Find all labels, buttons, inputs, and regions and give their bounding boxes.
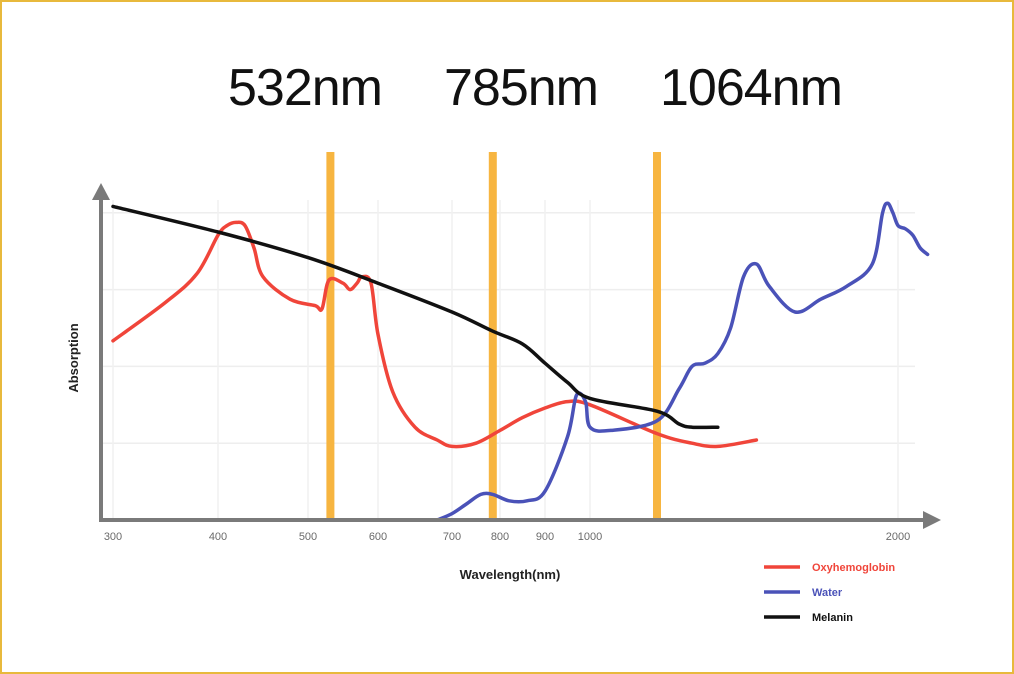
legend: Oxyhemoglobin Water Melanin (764, 562, 895, 624)
series-lines (111, 201, 930, 522)
x-tick-label-400: 400 (209, 531, 227, 543)
laser-line-785 (488, 152, 497, 520)
x-tick-label-500: 500 (299, 531, 317, 543)
series-line-melanin (111, 204, 720, 430)
x-tick-label-600: 600 (369, 531, 387, 543)
laser-line-532 (326, 152, 335, 520)
y-axis-title: Absorption (66, 323, 81, 392)
series-line-water (435, 201, 930, 522)
x-tick-label-700: 700 (443, 531, 461, 543)
x-tick-label-800: 800 (491, 531, 509, 543)
axes (92, 183, 941, 529)
x-tick-label-300: 300 (104, 531, 122, 543)
x-axis-title: Wavelength(nm) (460, 567, 561, 582)
x-tick-label-1000: 1000 (578, 531, 602, 543)
laser-label-1064: 1064nm (660, 59, 843, 117)
laser-label-785: 785nm (444, 59, 599, 117)
laser-line-1064 (653, 152, 661, 520)
grid (101, 200, 915, 520)
y-axis-arrow (92, 183, 110, 200)
x-tick-labels: 300 400 500 600 700 800 900 1000 2000 (104, 531, 910, 543)
x-axis-arrow (923, 511, 941, 529)
legend-label-water: Water (812, 587, 843, 599)
laser-label-532: 532nm (228, 59, 383, 117)
laser-lines (326, 152, 661, 520)
legend-label-oxyhemoglobin: Oxyhemoglobin (812, 562, 895, 574)
x-tick-label-900: 900 (536, 531, 554, 543)
legend-label-melanin: Melanin (812, 612, 853, 624)
x-tick-label-2000: 2000 (886, 531, 910, 543)
